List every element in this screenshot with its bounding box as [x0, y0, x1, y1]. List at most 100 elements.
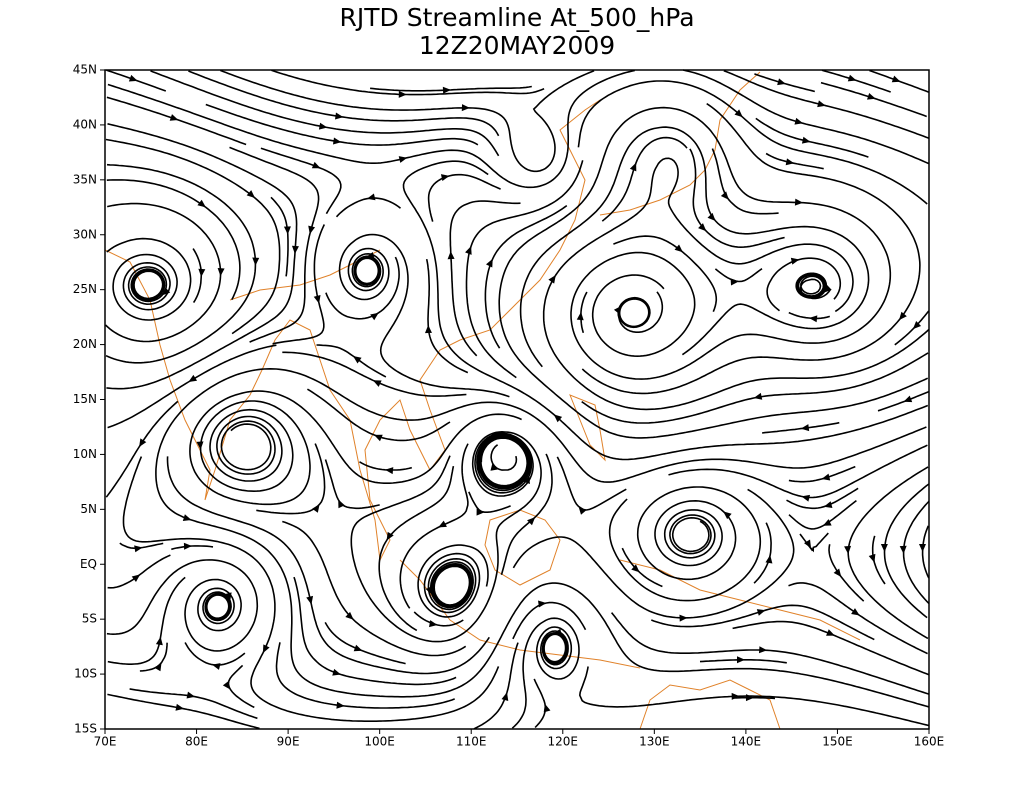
coastline	[639, 679, 781, 730]
arrow-head	[353, 644, 363, 652]
arrow-head	[222, 681, 231, 690]
arrow-head	[790, 257, 800, 265]
x-tick-label: 80E	[185, 735, 208, 749]
arrow-head	[553, 414, 563, 423]
arrow-head	[527, 517, 536, 526]
streamline	[107, 693, 260, 730]
streamline	[293, 576, 457, 686]
x-tick-label: 150E	[822, 735, 853, 749]
y-tick-label: 35N	[73, 172, 97, 186]
y-tick-label: 25N	[73, 282, 97, 296]
arrow-head	[707, 212, 716, 221]
y-tick-label: 10N	[73, 447, 97, 461]
arrow-head	[175, 703, 184, 711]
arrow-head	[736, 656, 745, 664]
streamline	[338, 233, 510, 398]
arrow-head	[442, 86, 451, 94]
streamline	[578, 666, 929, 727]
streamline	[188, 70, 500, 137]
x-tick-label: 120E	[548, 735, 579, 749]
arrow-head	[161, 287, 171, 296]
y-tick-label: 5S	[82, 612, 97, 626]
x-tick-label: 130E	[639, 735, 670, 749]
arrow-head	[523, 475, 530, 485]
y-tick-label: 40N	[73, 117, 97, 131]
arrow-head	[465, 246, 472, 255]
streamline	[106, 559, 259, 652]
arrow-head	[734, 109, 743, 118]
arrow-head	[353, 356, 362, 364]
arrow-head	[429, 620, 438, 628]
streamline	[106, 179, 241, 300]
arrow-head	[801, 136, 811, 144]
streamline	[755, 117, 869, 158]
arrow-head	[186, 691, 196, 699]
arrow-head	[578, 506, 587, 515]
arrow-head	[461, 104, 470, 112]
arrow-head	[334, 112, 344, 120]
streamline	[107, 69, 635, 189]
arrow-head	[374, 434, 383, 442]
streamline	[229, 146, 320, 343]
arrow-head	[476, 508, 485, 516]
arrow-head	[847, 74, 857, 82]
streamline	[350, 430, 542, 643]
arrow-head	[538, 600, 547, 608]
y-tick-label: 45N	[73, 63, 97, 77]
arrow-head	[338, 499, 345, 509]
arrow-head	[543, 703, 551, 713]
y-tick-label: EQ	[80, 557, 97, 571]
arrow-head	[345, 611, 354, 620]
streamline	[260, 147, 342, 215]
coastline	[104, 99, 601, 562]
subtitle: 12Z20MAY2009	[419, 31, 615, 60]
x-tick-label: 140E	[731, 735, 762, 749]
streamline	[107, 344, 277, 429]
arrow-head	[821, 473, 831, 481]
streamline	[556, 456, 627, 511]
arrow-head	[197, 199, 206, 208]
streamline	[227, 664, 255, 709]
streamline	[682, 69, 929, 165]
arrow-head	[698, 223, 707, 232]
axes: 70E 80E 90E 100E 110E 120E 130E 140E 150E 160E 15S…	[73, 63, 945, 749]
arrow-head	[486, 258, 493, 268]
streamline	[106, 96, 247, 146]
arrow-head	[128, 74, 138, 82]
streamline	[723, 69, 929, 139]
streamline	[581, 102, 921, 395]
arrow-head	[385, 467, 394, 475]
streamline	[307, 388, 451, 442]
arrow-head	[139, 438, 147, 447]
arrow-head	[438, 520, 447, 528]
arrow-head	[490, 463, 500, 471]
arrow-head	[447, 251, 455, 260]
arrow-head	[332, 137, 342, 145]
arrow-head	[424, 325, 432, 334]
x-tick-label: 160E	[914, 735, 945, 749]
streamline	[129, 688, 258, 720]
arrow-head	[332, 668, 341, 676]
arrow-head	[868, 553, 876, 563]
arrow-head	[785, 158, 795, 166]
streamline	[107, 576, 186, 665]
arrow-head	[867, 92, 876, 100]
arrow-head	[155, 636, 163, 646]
x-tick-label: 70E	[94, 735, 117, 749]
streamline	[105, 163, 257, 364]
y-tick-label: 5N	[80, 502, 97, 516]
streamline	[106, 123, 298, 390]
streamline	[171, 545, 214, 551]
streamline	[847, 466, 929, 640]
arrow-head	[756, 609, 766, 616]
arrow-head	[311, 161, 321, 169]
arrow-head	[198, 268, 206, 277]
arrow-head	[801, 494, 810, 502]
arrow-head	[134, 545, 143, 553]
streamline	[786, 487, 859, 510]
streamline	[788, 311, 831, 320]
y-tick-label: 20N	[73, 337, 97, 351]
arrow-head	[196, 441, 204, 450]
streamline	[378, 465, 455, 632]
